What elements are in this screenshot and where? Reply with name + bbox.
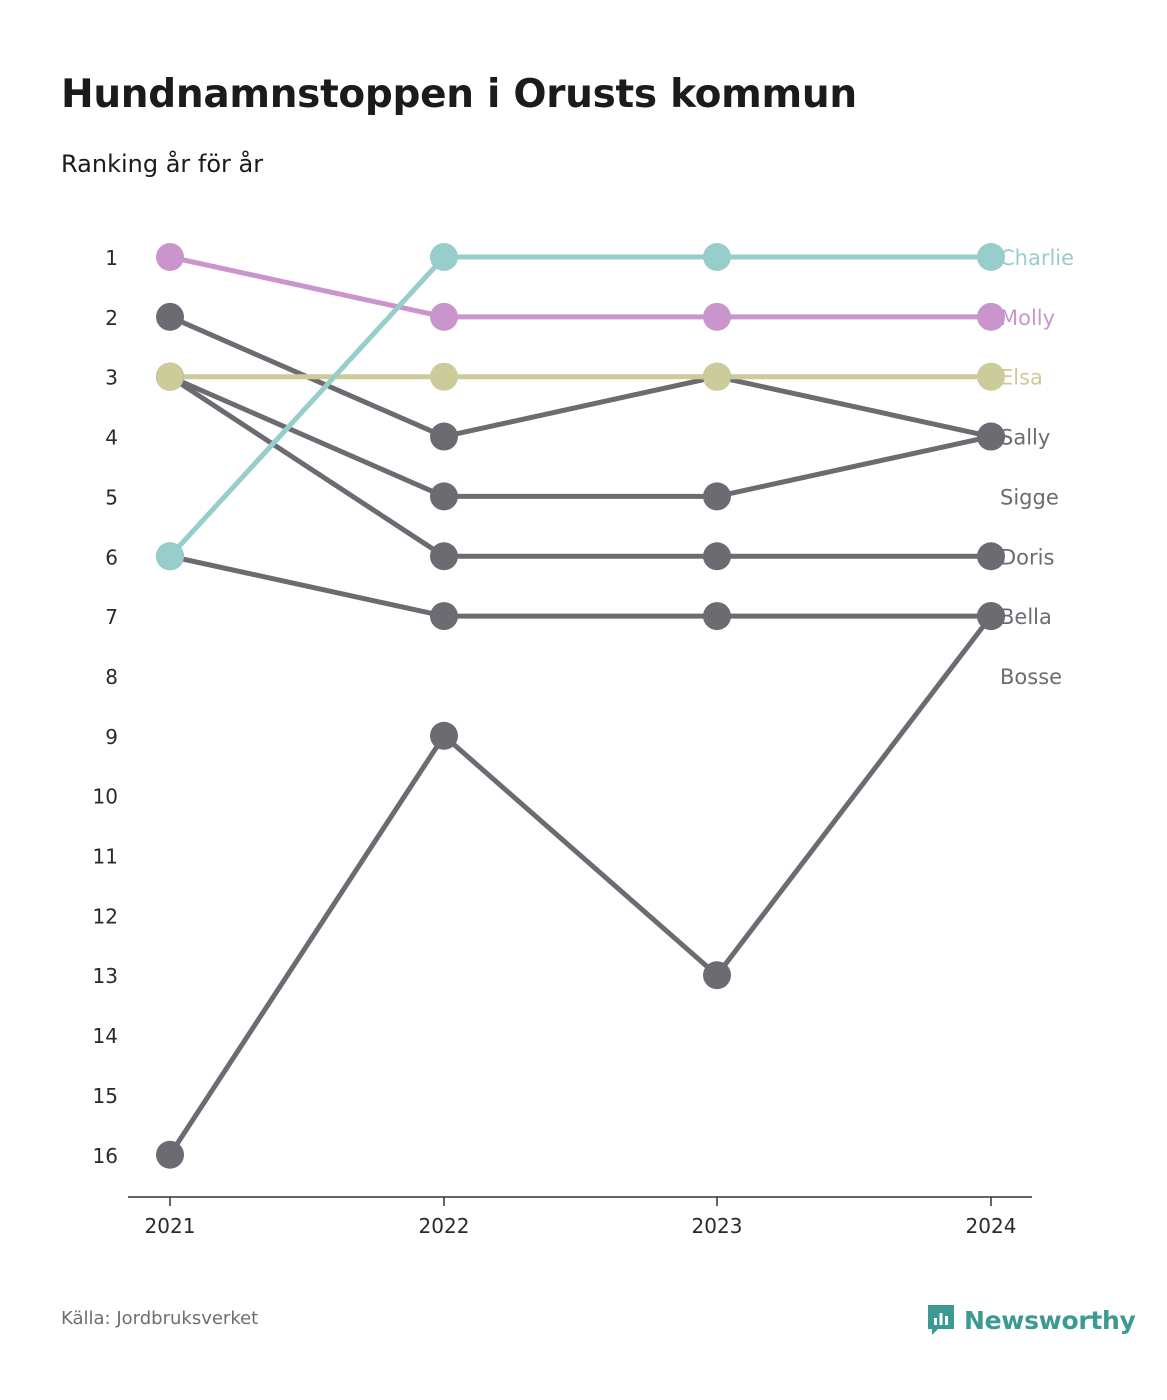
- point-bosse: [156, 1140, 184, 1169]
- point-bosse: [703, 961, 731, 990]
- point-bella: [703, 602, 731, 631]
- series-lines: [167, 254, 994, 1158]
- x-tick-label: 2022: [419, 1214, 470, 1238]
- series-line-bella: [167, 553, 994, 619]
- point-charlie: [977, 243, 1005, 271]
- y-tick-label: 6: [105, 545, 118, 569]
- point-sally: [430, 422, 458, 451]
- chart-title: Hundnamnstoppen i Orusts kommun: [61, 72, 857, 117]
- point-molly: [156, 243, 184, 271]
- x-tick-label: 2021: [145, 1214, 196, 1238]
- point-doris: [430, 542, 458, 571]
- series-line-molly: [167, 254, 994, 320]
- brand-name: Newsworthy: [964, 1305, 1136, 1335]
- x-tick-label: 2024: [966, 1214, 1017, 1238]
- end-label-molly: Molly: [1000, 306, 1055, 330]
- end-label-bosse: Bosse: [1000, 665, 1062, 689]
- point-sigge: [703, 482, 731, 511]
- chart-subtitle: Ranking år för år: [61, 150, 264, 178]
- end-label-sally: Sally: [1000, 426, 1050, 450]
- y-tick-label: 1: [105, 246, 118, 270]
- series-points: [156, 243, 1005, 1169]
- point-elsa: [703, 362, 731, 391]
- end-label-charlie: Charlie: [1000, 246, 1074, 270]
- y-tick-label: 10: [93, 785, 118, 809]
- end-label-doris: Doris: [1000, 545, 1054, 569]
- point-bosse: [430, 721, 458, 750]
- point-molly: [430, 302, 458, 331]
- newsworthy-logo-icon: [928, 1305, 954, 1335]
- end-labels: Charlie Molly Elsa Sally Sigge Doris Bella Boss…: [1000, 246, 1074, 689]
- point-charlie: [430, 243, 458, 271]
- end-label-elsa: Elsa: [1000, 366, 1043, 390]
- point-bella: [430, 602, 458, 631]
- x-tick-label: 2023: [692, 1214, 743, 1238]
- y-tick-label: 7: [105, 605, 118, 629]
- y-tick-label: 11: [93, 845, 118, 869]
- point-bella: [977, 602, 1005, 631]
- y-tick-label: 15: [93, 1084, 118, 1108]
- y-tick-label: 3: [105, 366, 118, 390]
- y-tick-label: 4: [105, 426, 118, 450]
- point-doris: [977, 542, 1005, 571]
- end-label-bella: Bella: [1000, 605, 1052, 629]
- point-elsa: [430, 362, 458, 391]
- y-tick-label: 9: [105, 725, 118, 749]
- point-elsa: [156, 362, 184, 391]
- point-elsa: [977, 362, 1005, 391]
- point-sally: [977, 422, 1005, 451]
- series-line-charlie: [167, 254, 994, 559]
- y-tick-label: 13: [93, 964, 118, 988]
- series-line-bosse: [167, 613, 994, 1158]
- brand-logo[interactable]: Newsworthy: [926, 1303, 1136, 1337]
- source-note: Källa: Jordbruksverket: [61, 1308, 259, 1329]
- point-sigge: [430, 482, 458, 511]
- point-charlie: [703, 243, 731, 271]
- point-doris: [703, 542, 731, 571]
- y-tick-label: 14: [93, 1024, 118, 1048]
- series-line-doris: [167, 374, 994, 559]
- y-tick-label: 2: [105, 306, 118, 330]
- point-molly: [977, 302, 1005, 331]
- x-axis: 2021 2022 2023 2024: [128, 1196, 1032, 1238]
- y-tick-label: 16: [93, 1144, 118, 1168]
- point-sally: [156, 302, 184, 331]
- point-molly: [703, 302, 731, 331]
- point-charlie: [156, 542, 184, 571]
- series-line-sigge: [167, 374, 994, 499]
- y-tick-label: 8: [105, 665, 118, 689]
- y-tick-label: 5: [105, 485, 118, 509]
- y-tick-label: 12: [93, 904, 118, 928]
- end-label-sigge: Sigge: [1000, 485, 1059, 509]
